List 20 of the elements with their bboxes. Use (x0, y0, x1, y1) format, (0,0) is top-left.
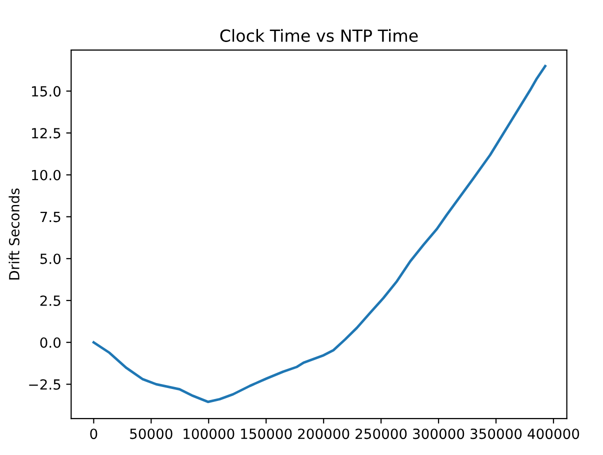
y-tick-label: −2.5 (29, 379, 60, 390)
x-tick-label: 400000 (528, 428, 580, 440)
x-tick-label: 150000 (241, 428, 292, 440)
y-tick-label: 5.0 (40, 254, 61, 264)
chart-title: Clock Time vs NTP Time (220, 29, 418, 42)
x-tick-label: 100000 (184, 428, 234, 440)
x-tick-label: 300000 (413, 428, 464, 440)
y-axis-title: Drift Seconds (8, 188, 20, 280)
x-tick-label: 200000 (298, 428, 350, 440)
x-tick-label: 250000 (356, 428, 407, 440)
y-tick-label: 7.5 (40, 212, 60, 222)
x-tick-label: 350000 (470, 428, 522, 440)
y-tick-label: 2.5 (40, 295, 60, 306)
y-tick-label: 12.5 (32, 128, 60, 138)
x-tick-label: 0 (90, 428, 98, 440)
line-series (92, 64, 546, 404)
x-tick-label: 50000 (130, 428, 172, 440)
y-tick-label: 0.0 (40, 337, 61, 348)
y-tick-label: 15.0 (32, 86, 61, 97)
y-tick-label: 10.0 (32, 170, 61, 180)
